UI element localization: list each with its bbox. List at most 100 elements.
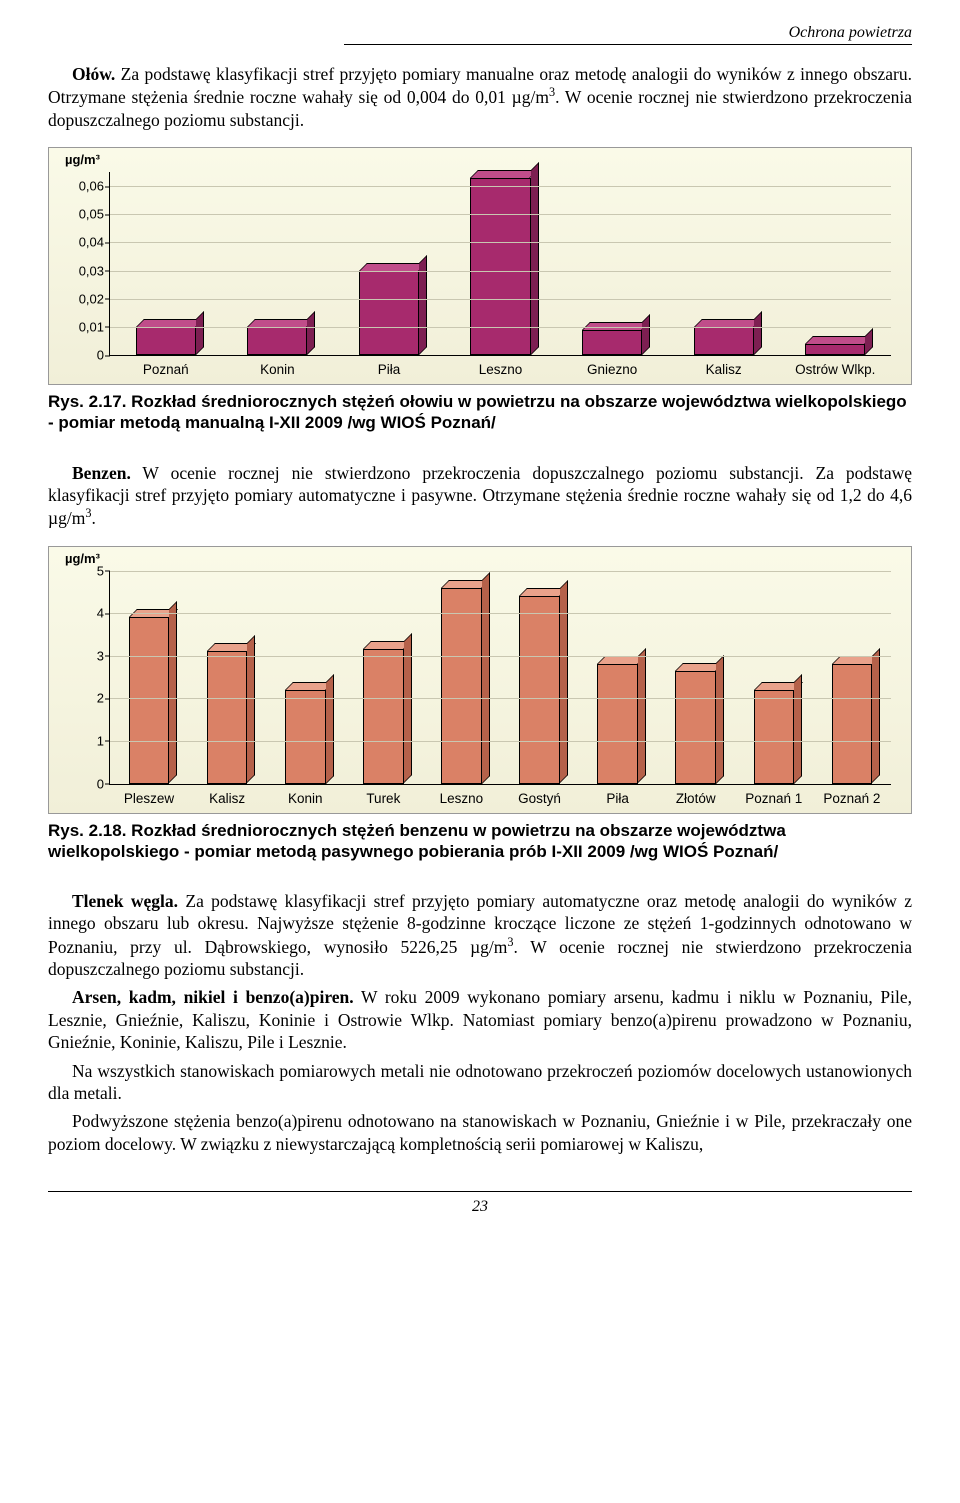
chart-ytick: 0 <box>66 348 104 363</box>
chart-1-yunit: µg/m³ <box>65 152 100 167</box>
chart-bar-side <box>307 311 315 355</box>
chart-xlabel: Gniezno <box>556 362 668 377</box>
chart-xlabel: Konin <box>266 791 344 806</box>
chart-ytick: 0,02 <box>66 291 104 306</box>
chart-bar-side <box>642 314 650 355</box>
chart-gridline <box>110 613 891 614</box>
para-nawszystkich: Na wszystkich stanowiskach pomiarowych m… <box>48 1060 912 1105</box>
chart-bar <box>247 327 307 355</box>
chart-bar-front <box>519 596 560 783</box>
chart-1-plot: PoznańKoninPiłaLesznoGnieznoKaliszOstrów… <box>109 172 891 356</box>
para-benzen-tail: . <box>91 508 95 528</box>
chart-xlabel: Piła <box>579 791 657 806</box>
chart-ytick: 0,01 <box>66 319 104 334</box>
chart-xlabel: Kalisz <box>188 791 266 806</box>
chart-bar-slot <box>735 571 813 784</box>
chart-bar-slot <box>579 571 657 784</box>
chart-2-bars <box>110 571 891 784</box>
para-tlenek-strong: Tlenek węgla. <box>72 891 178 911</box>
chart-ytick: 0 <box>66 776 104 791</box>
chart-bar-side <box>638 648 646 783</box>
chart-gridline <box>110 741 891 742</box>
chart-xlabel: Leszno <box>422 791 500 806</box>
chart-bar-slot <box>500 571 578 784</box>
footer-rule <box>48 1191 912 1192</box>
chart-2-caption: Rys. 2.18. Rozkład średniorocznych stęże… <box>48 820 912 863</box>
chart-1-xlabels: PoznańKoninPiłaLesznoGnieznoKaliszOstrów… <box>110 362 891 377</box>
chart-bar-side <box>794 674 802 784</box>
chart-bar-side <box>754 311 762 355</box>
chart-bar-slot <box>266 571 344 784</box>
chart-bar-front <box>129 617 170 783</box>
chart-xlabel: Poznań <box>110 362 222 377</box>
chart-bar-front <box>247 327 307 355</box>
chart-xlabel: Piła <box>333 362 445 377</box>
chart-ytick: 0,06 <box>66 179 104 194</box>
chart-bar-top <box>247 319 315 327</box>
chart-bar <box>285 690 326 784</box>
para-arsen-strong: Arsen, kadm, nikiel i benzo(a)piren. <box>72 987 354 1007</box>
chart-bar-side <box>865 328 873 355</box>
chart-bar-side <box>326 674 334 784</box>
chart-bar <box>470 178 530 355</box>
chart-2-plot: PleszewKaliszKoninTurekLesznoGostyńPiłaZ… <box>109 571 891 785</box>
para-podwyzszone: Podwyższone stężenia benzo(a)pirenu odno… <box>48 1110 912 1155</box>
chart-gridline <box>110 327 891 328</box>
chart-ytick: 0,05 <box>66 207 104 222</box>
chart-bar <box>129 617 170 783</box>
chart-bar-front <box>207 651 248 783</box>
chart-bar-front <box>754 690 795 784</box>
chart-xlabel: Kalisz <box>668 362 780 377</box>
chart-gridline <box>110 186 891 187</box>
para-benzen-strong: Benzen. <box>72 463 131 483</box>
chart-gridline <box>110 242 891 243</box>
chart-bar <box>582 330 642 355</box>
chart-1-caption: Rys. 2.17. Rozkład średniorocznych stęże… <box>48 391 912 434</box>
chart-bar-slot <box>188 571 266 784</box>
chart-ytick: 0,03 <box>66 263 104 278</box>
chart-gridline <box>110 271 891 272</box>
chart-ytick: 0,04 <box>66 235 104 250</box>
para-benzen: Benzen. W ocenie rocznej nie stwierdzono… <box>48 462 912 530</box>
chart-bar <box>359 271 419 355</box>
chart-ytick: 2 <box>66 691 104 706</box>
chart-xlabel: Poznań 1 <box>735 791 813 806</box>
chart-bar <box>597 664 638 783</box>
chart-gridline <box>110 214 891 215</box>
chart-bar-front <box>832 664 873 783</box>
chart-xlabel: Pleszew <box>110 791 188 806</box>
chart-xlabel: Gostyń <box>500 791 578 806</box>
chart-ytick: 4 <box>66 606 104 621</box>
chart-bar-front <box>805 344 865 355</box>
chart-bar-top <box>805 336 873 344</box>
chart-bar-front <box>675 671 716 784</box>
chart-bar-slot <box>110 571 188 784</box>
chart-bar <box>519 596 560 783</box>
chart-bar <box>694 327 754 355</box>
chart-bar-side <box>169 601 177 783</box>
chart-bar-top <box>136 319 204 327</box>
chart-bar <box>207 651 248 783</box>
chart-2: µg/m³ PleszewKaliszKoninTurekLesznoGosty… <box>48 546 912 814</box>
chart-ytick: 1 <box>66 733 104 748</box>
chart-bar-slot <box>422 571 500 784</box>
para-olow-strong: Ołów. <box>72 64 115 84</box>
section-header: Ochrona powietrza <box>48 24 912 44</box>
chart-bar <box>832 664 873 783</box>
chart-xlabel: Poznań 2 <box>813 791 891 806</box>
chart-ytick: 5 <box>66 563 104 578</box>
chart-2-xlabels: PleszewKaliszKoninTurekLesznoGostyńPiłaZ… <box>110 791 891 806</box>
chart-xlabel: Złotów <box>657 791 735 806</box>
chart-bar-top <box>359 263 427 271</box>
chart-ytick: 3 <box>66 648 104 663</box>
chart-bar <box>363 649 404 783</box>
chart-bar-front <box>582 330 642 355</box>
chart-bar <box>675 671 716 784</box>
chart-bar-side <box>482 572 490 784</box>
chart-xlabel: Ostrów Wlkp. <box>779 362 891 377</box>
page-number: 23 <box>48 1198 912 1216</box>
chart-bar-slot <box>813 571 891 784</box>
chart-bar-front <box>359 271 419 355</box>
chart-bar-top <box>470 170 538 178</box>
chart-gridline <box>110 656 891 657</box>
